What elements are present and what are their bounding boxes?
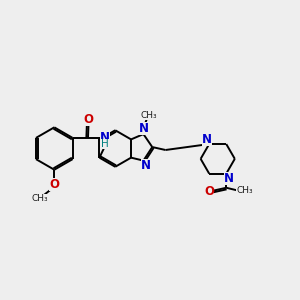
Text: N: N [100,131,110,144]
Text: O: O [84,112,94,126]
Text: CH₃: CH₃ [236,186,253,195]
Text: H: H [101,140,109,149]
Text: O: O [49,178,59,191]
Text: N: N [224,172,234,185]
Text: CH₃: CH₃ [32,194,49,203]
Text: N: N [202,133,212,146]
Text: O: O [204,185,214,198]
Text: N: N [139,122,149,135]
Text: CH₃: CH₃ [140,111,157,120]
Text: N: N [141,159,151,172]
